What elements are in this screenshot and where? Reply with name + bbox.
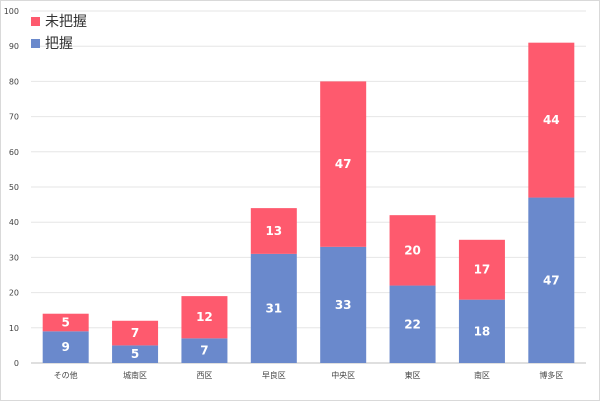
data-label: 20	[404, 243, 421, 257]
x-axis: その他 城南区 西区 早良区 中央区 東区 南区 博多区	[54, 370, 564, 380]
bar-segment	[42, 313, 89, 332]
bar-segment	[458, 299, 505, 363]
data-label: 5	[62, 316, 70, 330]
data-label: 7	[131, 326, 139, 340]
y-tick-label: 10	[9, 324, 19, 333]
bar-segment	[112, 320, 159, 346]
x-category-label: その他	[54, 370, 78, 380]
y-tick-label: 20	[9, 289, 19, 298]
y-tick-label: 100	[4, 7, 19, 16]
data-label: 13	[265, 224, 282, 238]
bars	[42, 42, 575, 363]
data-label: 17	[474, 263, 491, 277]
data-label: 47	[335, 157, 352, 171]
data-label: 31	[265, 301, 282, 315]
y-tick-label: 50	[9, 183, 19, 192]
bar-segment	[458, 239, 505, 300]
data-label: 18	[474, 324, 491, 338]
y-tick-label: 70	[9, 113, 19, 122]
bar-segment	[181, 296, 228, 339]
x-category-label: 東区	[405, 370, 421, 380]
bar-segment	[528, 42, 575, 198]
y-tick-label: 90	[9, 42, 19, 51]
bar-segment	[389, 285, 436, 363]
bar-segment	[112, 345, 159, 363]
data-labels: 9 5 5 7 7 12 31 13 33 47 22 20 18 17 47 44	[62, 113, 560, 361]
data-label: 47	[543, 273, 560, 287]
x-category-label: 城南区	[123, 370, 147, 380]
x-category-label: 中央区	[331, 370, 355, 380]
data-label: 9	[62, 340, 70, 354]
legend-swatch	[31, 39, 40, 48]
data-label: 7	[200, 344, 208, 358]
x-category-label: 南区	[474, 370, 490, 380]
y-axis: 0 10 20 30 40 50 60 70 80 90 100	[4, 7, 19, 368]
y-tick-label: 40	[9, 218, 19, 227]
y-tick-label: 60	[9, 148, 19, 157]
bar-segment	[389, 215, 436, 286]
data-label: 5	[131, 347, 139, 361]
bar-segment	[528, 197, 575, 363]
legend-label: 未把握	[45, 14, 87, 30]
bar-segment	[250, 208, 297, 254]
bar-segment	[320, 81, 367, 247]
x-category-label: 博多区	[539, 370, 563, 380]
y-tick-label: 30	[9, 253, 19, 262]
y-tick-label: 0	[14, 359, 19, 368]
bar-segment	[181, 338, 228, 363]
bar-segment	[250, 253, 297, 363]
y-tick-label: 80	[9, 77, 19, 86]
legend-swatch	[31, 17, 40, 26]
bar-segment	[320, 246, 367, 363]
data-label: 33	[335, 298, 352, 312]
data-label: 22	[404, 317, 421, 331]
bar-segment	[42, 331, 89, 363]
data-label: 12	[196, 310, 213, 324]
data-label: 44	[543, 113, 560, 127]
x-category-label: 西区	[196, 371, 212, 380]
x-category-label: 早良区	[262, 370, 286, 380]
legend-label: 把握	[45, 36, 73, 52]
